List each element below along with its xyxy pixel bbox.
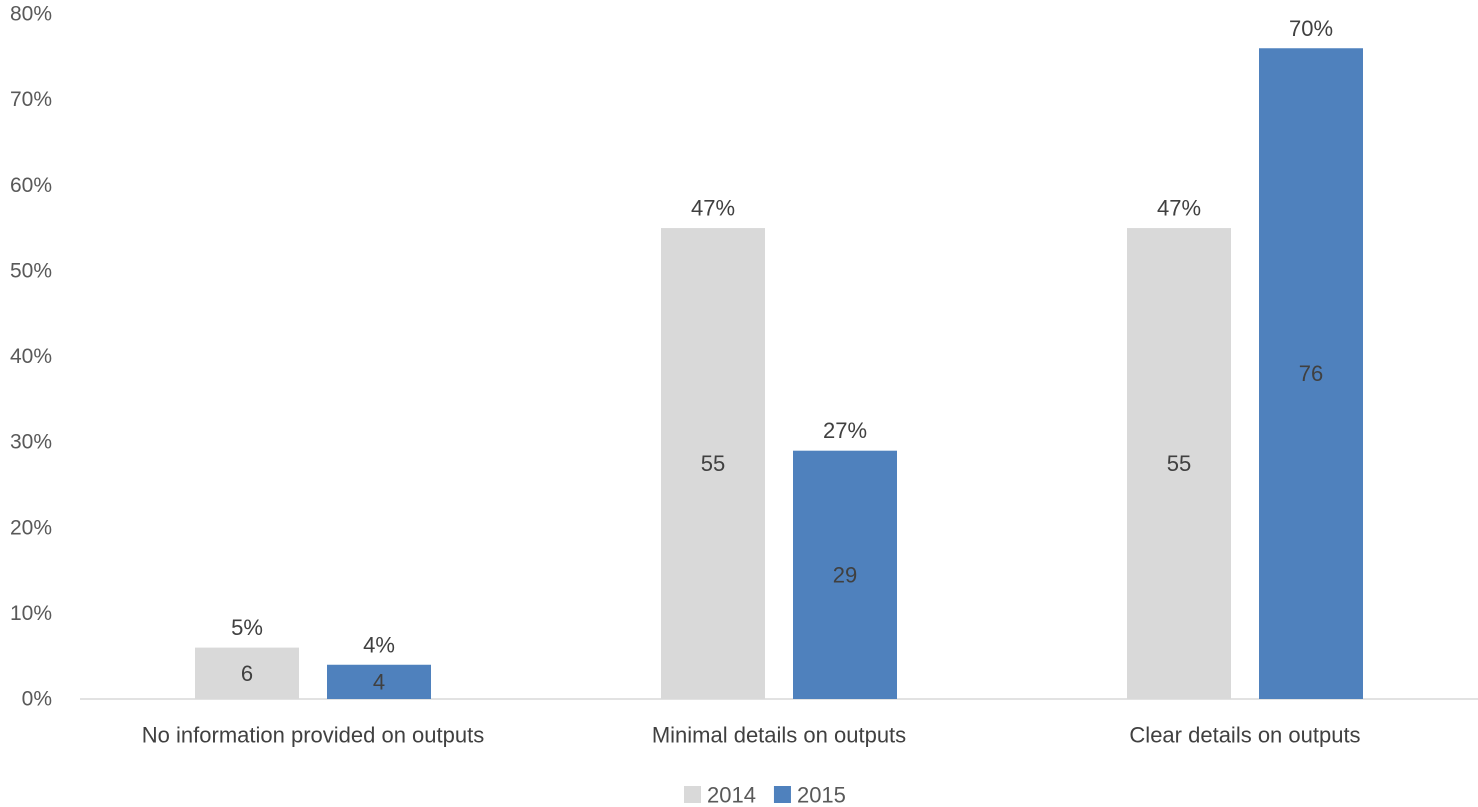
count-label: 29 <box>833 562 857 587</box>
legend-label: 2015 <box>797 783 846 807</box>
bar-2015-1 <box>793 450 897 699</box>
percent-label: 47% <box>1157 196 1201 221</box>
y-tick-label: 40% <box>10 345 52 368</box>
count-label: 55 <box>1167 451 1191 476</box>
legend-swatch-2015 <box>773 786 791 803</box>
legend-swatch-2014 <box>684 786 701 803</box>
percent-label: 47% <box>691 196 735 221</box>
category-label: Minimal details on outputs <box>652 723 906 748</box>
category-label: No information provided on outputs <box>142 723 484 748</box>
count-label: 4 <box>373 669 385 694</box>
bar-2015-0 <box>327 664 431 699</box>
count-label: 6 <box>241 661 253 686</box>
y-axis-ticks: 0% 10% 20% 30% 40% 50% 60% 70% 80% <box>10 3 52 711</box>
category-label: Clear details on outputs <box>1129 723 1360 748</box>
legend-label: 2014 <box>707 783 756 807</box>
percent-label: 27% <box>823 418 867 443</box>
percent-label: 4% <box>363 632 395 657</box>
bars <box>195 48 1363 699</box>
percent-label: 70% <box>1289 16 1333 41</box>
bar-2014-2 <box>1127 228 1231 699</box>
legend: 2014 2015 <box>684 783 846 807</box>
y-tick-label: 80% <box>10 3 52 26</box>
data-labels: 5% 6 4% 4 47% 55 27% 29 47% 55 70% 76 <box>231 16 1333 695</box>
bar-2014-1 <box>661 228 765 699</box>
y-tick-label: 10% <box>10 602 52 625</box>
y-tick-label: 70% <box>10 88 52 111</box>
y-tick-label: 0% <box>22 688 52 711</box>
bar-2015-2 <box>1259 48 1363 699</box>
x-axis-categories: No information provided on outputs Minima… <box>142 723 1361 748</box>
count-label: 55 <box>701 451 725 476</box>
y-tick-label: 60% <box>10 174 52 197</box>
y-tick-label: 50% <box>10 259 52 282</box>
count-label: 76 <box>1299 361 1323 386</box>
y-tick-label: 30% <box>10 431 52 454</box>
y-tick-label: 20% <box>10 516 52 539</box>
bar-2014-0 <box>195 647 299 699</box>
percent-label: 5% <box>231 615 263 640</box>
